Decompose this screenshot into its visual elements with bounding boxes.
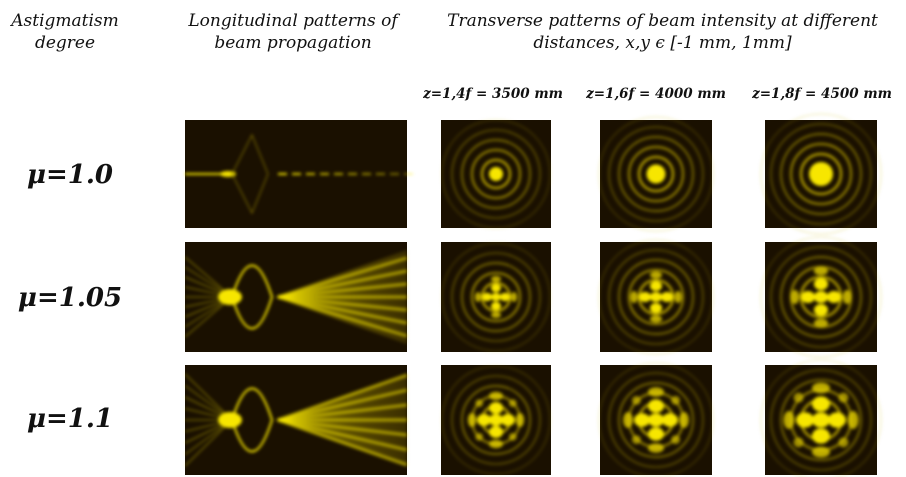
lobe (648, 443, 664, 453)
lobe (489, 392, 503, 400)
lobe (827, 291, 841, 303)
lobe (814, 267, 828, 275)
lobe (491, 312, 501, 318)
row-label: μ=1.1 (0, 404, 140, 434)
lobe (509, 433, 517, 441)
focus (218, 412, 242, 428)
lobe (671, 396, 680, 405)
lobe (674, 291, 681, 303)
lobe (648, 399, 664, 413)
lobe (838, 393, 848, 403)
core (809, 162, 833, 186)
lobe (791, 290, 799, 304)
lobe (500, 293, 510, 302)
distance-label: z=1,4f = 3500 mm (408, 86, 578, 102)
focus (218, 289, 242, 305)
lobe (794, 437, 804, 447)
lobe (634, 413, 650, 427)
lobe (489, 426, 503, 438)
lobe (489, 402, 503, 414)
lobe (632, 435, 641, 444)
distance-label: z=1,6f = 4000 mm (571, 86, 741, 102)
lobe (491, 284, 501, 293)
lobe (648, 413, 664, 427)
lobe (468, 413, 476, 427)
lobe (489, 414, 503, 426)
lobe (814, 278, 828, 290)
lobe (796, 412, 814, 427)
lobe (812, 447, 830, 458)
lobe (662, 413, 678, 427)
lobe (848, 411, 859, 429)
lobe (511, 292, 517, 302)
lobe (475, 399, 483, 407)
lobe (814, 304, 828, 316)
lobe (639, 292, 651, 302)
lobe (650, 315, 662, 322)
core (647, 165, 666, 184)
lobe (650, 303, 662, 313)
figure: Astigmatism degree Longitudinal patterns… (0, 0, 906, 477)
lobe (838, 437, 848, 447)
core (489, 167, 503, 181)
lobe (812, 412, 830, 427)
column-header: Transverse patterns of beam intensity at… (425, 10, 900, 54)
lobe (491, 293, 501, 302)
lobe (482, 293, 492, 302)
lobe (475, 433, 483, 441)
lobe (491, 276, 501, 282)
lobe (814, 291, 828, 303)
lobe (801, 291, 815, 303)
lobe (814, 319, 828, 327)
lobe (812, 396, 830, 411)
lobe (623, 412, 633, 428)
lobe (509, 399, 517, 407)
lobe (648, 387, 664, 397)
lobe (516, 413, 524, 427)
lobe (679, 412, 689, 428)
lobe (671, 435, 680, 444)
lobe (661, 292, 673, 302)
lobe (650, 281, 662, 291)
lobe (843, 290, 851, 304)
lobe (650, 271, 662, 278)
row-label: μ=1.05 (0, 283, 140, 313)
lobe (630, 291, 637, 303)
lobe (501, 414, 515, 426)
lobe (828, 412, 846, 427)
lobe (812, 428, 830, 443)
column-header: Longitudinal patterns of beam propagatio… (178, 10, 408, 54)
lobe (491, 302, 501, 311)
lobe (475, 292, 481, 302)
lobe (632, 396, 641, 405)
lobe (784, 411, 795, 429)
lobe (794, 393, 804, 403)
lobe (812, 383, 830, 394)
distance-label: z=1,8f = 4500 mm (737, 86, 906, 102)
lobe (648, 427, 664, 441)
lobe (477, 414, 491, 426)
column-header: Astigmatism degree (0, 10, 130, 54)
row-label: μ=1.0 (0, 160, 140, 190)
lobe (650, 292, 662, 302)
lobe (489, 440, 503, 448)
